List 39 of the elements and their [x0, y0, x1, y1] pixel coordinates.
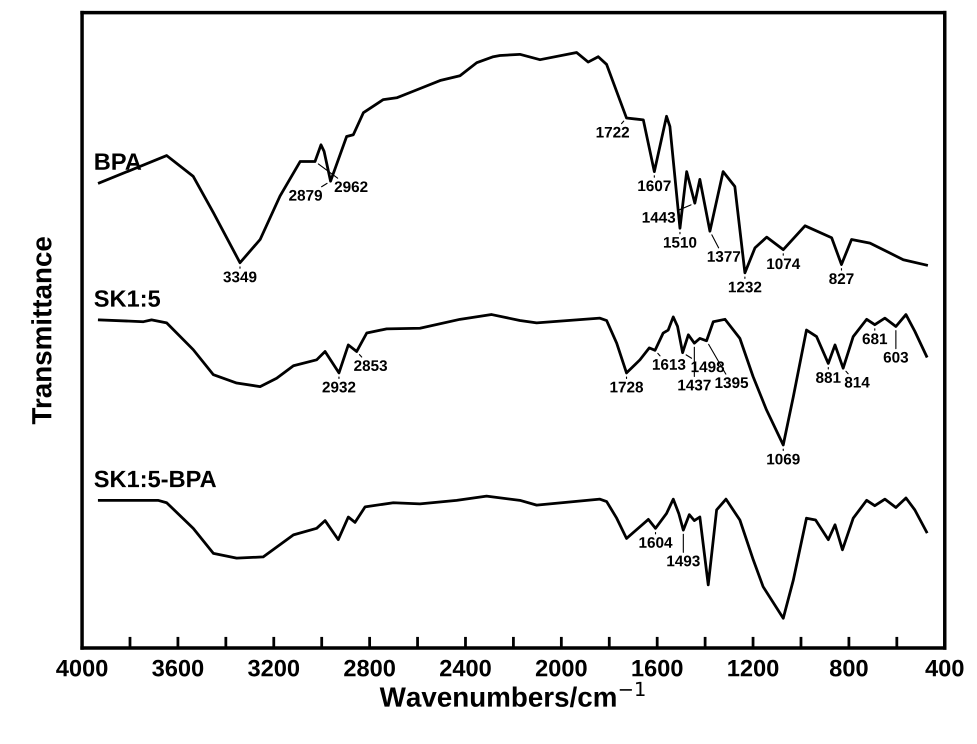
- annotation: 1722: [596, 126, 630, 138]
- annotation: 1607: [638, 180, 671, 192]
- x-tick-label: 2000: [536, 660, 587, 676]
- annotation: 681: [862, 333, 888, 344]
- x-tick-label: 2800: [344, 660, 395, 676]
- annotation: 2962: [334, 181, 368, 192]
- x-tick-label: 3600: [152, 660, 204, 677]
- annotation: 1443: [642, 212, 676, 223]
- annotation: 814: [844, 376, 870, 388]
- annotation: 1232: [728, 282, 762, 292]
- annotation: 1493: [667, 556, 700, 566]
- annotation: 881: [816, 372, 841, 383]
- annotation: 603: [884, 352, 908, 363]
- x-tick-label: 400: [925, 660, 964, 676]
- x-tick-label: 3200: [248, 660, 300, 677]
- x-tick-label: 800: [830, 660, 868, 676]
- x-tick-label: 2400: [440, 660, 491, 676]
- annotation: 827: [829, 273, 854, 284]
- annotation: 1069: [767, 454, 800, 465]
- annotation: 1437: [678, 380, 711, 390]
- annotation: 1613: [652, 359, 686, 370]
- annotation: 2932: [322, 382, 356, 392]
- x-tick-label: 1200: [728, 660, 778, 676]
- annotation: 3349: [223, 271, 256, 282]
- annotation: 2853: [354, 360, 388, 372]
- series-label: SK1:5: [94, 290, 160, 307]
- annotation: 1074: [767, 258, 800, 270]
- series-label: SK1:5-BPA: [94, 470, 216, 488]
- annotation: 1377: [708, 251, 740, 262]
- annotation: 1604: [639, 537, 672, 548]
- annotation: 1395: [716, 377, 748, 388]
- annotation: 1510: [664, 236, 696, 248]
- x-tick-label: 1600: [632, 660, 682, 676]
- x-axis-title: Wavenumbers/cm$^{−1}$: [380, 682, 645, 708]
- y-axis-title: Transmittance: [31, 237, 52, 424]
- x-tick-label: 4000: [56, 660, 108, 676]
- annotation: 1728: [610, 382, 644, 392]
- annotation: 2879: [289, 190, 322, 201]
- series-label: BPA: [95, 153, 142, 170]
